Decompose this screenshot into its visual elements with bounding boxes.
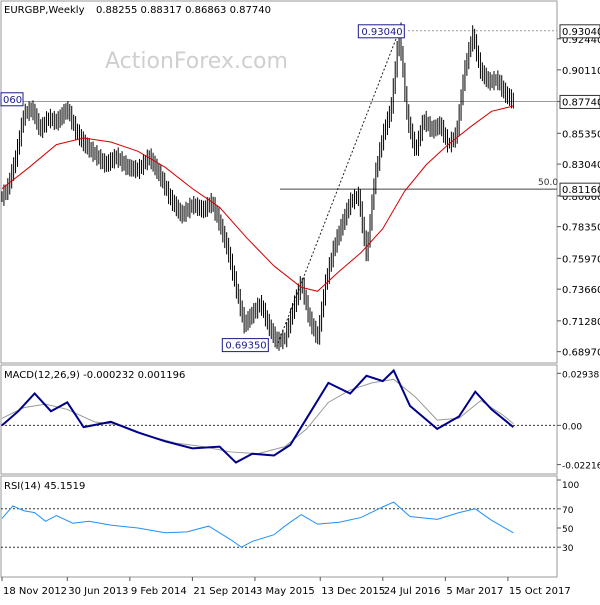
watermark: ActionForex.com [105, 49, 288, 74]
fib-price-box [559, 182, 600, 197]
high-price-label: 0.93040 [562, 27, 600, 38]
current-price-box [559, 94, 600, 109]
current-price-tag: 0.87740 [559, 94, 600, 109]
date-axis-label: 30 Jun 2013 [68, 586, 128, 597]
moving-average-line [1, 105, 514, 292]
low-label-box [221, 338, 269, 353]
chart-title: EURGBP,Weekly [4, 5, 85, 16]
price-axis-label: 0.78350 [562, 223, 600, 234]
date-axis-label: 21 Sep 2014 [193, 586, 256, 597]
macd-title: MACD(12,26,9) -0.000232 0.001196 [4, 370, 185, 381]
rsi-title: RSI(14) 45.1519 [4, 481, 85, 492]
rsi-line [1, 501, 514, 548]
price-axis-label: 0.83040 [562, 160, 600, 171]
fib-price-label: 0.81160 [562, 185, 600, 196]
left-level-box [0, 92, 24, 107]
date-axis-label: 18 Nov 2012 [3, 586, 67, 597]
price-axis-label: 0.90110 [562, 66, 600, 77]
price-axis: 0.92440 0.90110 0.87740 0.85350 0.83040 0.806… [557, 35, 600, 359]
low-annotation: 0.69350 [221, 338, 269, 353]
ohlc-values: 0.88255 0.88317 0.86863 0.87740 [96, 5, 271, 16]
macd-axis-label: -0.022161 [562, 462, 600, 472]
rsi-axis-label: 50 [562, 525, 574, 535]
date-axis-label: 5 Mar 2017 [446, 586, 503, 597]
fib-price-tag: 0.81160 [559, 182, 600, 197]
left-level-annotation: 060 [0, 92, 24, 107]
price-axis-label: 0.85350 [562, 129, 600, 140]
price-axis-label: 0.68970 [562, 348, 600, 359]
rsi-axis: 100 70 50 30 [557, 479, 579, 554]
macd-signal-line [1, 378, 514, 455]
date-axis-label: 24 Jul 2016 [384, 586, 441, 597]
macd-line [1, 368, 514, 464]
date-axis-label: 3 May 2015 [256, 586, 315, 597]
swing-connector-line [276, 30, 400, 347]
price-axis-label: 0.80660 [562, 192, 600, 203]
low-label: 0.69350 [225, 341, 266, 352]
rsi-axis-label: 100 [562, 481, 579, 491]
price-axis-label: 0.73660 [562, 285, 600, 296]
rsi-panel-frame [0, 475, 558, 578]
macd-axis-label: 0.029387 [562, 370, 600, 380]
high-annotation: 0.93040 [357, 24, 405, 39]
date-axis-label: 9 Feb 2014 [131, 586, 187, 597]
date-axis-label: 15 Oct 2017 [509, 586, 571, 597]
fib-50-label: 50.0 [538, 178, 558, 188]
high-label-box [357, 24, 405, 39]
macd-axis-label: 0.00 [562, 422, 582, 432]
high-price-tag: 0.93040 [559, 24, 600, 39]
date-axis-label: 13 Dec 2015 [321, 586, 385, 597]
high-price-box [559, 24, 600, 39]
price-axis-label: 0.75970 [562, 254, 600, 265]
macd-panel-frame [0, 364, 558, 475]
current-price-label: 0.87740 [562, 97, 600, 108]
rsi-axis-label: 70 [562, 506, 574, 516]
rsi-axis-label: 30 [562, 544, 574, 554]
macd-axis: 0.029387 0.00 -0.022161 [557, 370, 600, 472]
price-axis-label: 0.71280 [562, 317, 600, 328]
price-axis-label: 0.92440 [562, 35, 600, 46]
left-level-label: 060 [3, 95, 22, 106]
date-axis: 18 Nov 2012 30 Jun 2013 9 Feb 2014 21 Sep 2… [1, 577, 571, 597]
high-label: 0.93040 [361, 27, 402, 38]
price-panel-frame [0, 0, 558, 364]
